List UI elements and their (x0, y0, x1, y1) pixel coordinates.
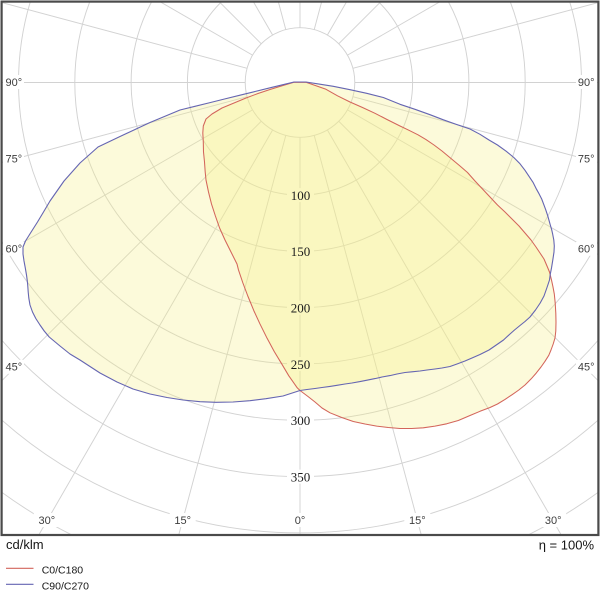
svg-text:15°: 15° (409, 515, 426, 527)
svg-text:15°: 15° (174, 515, 191, 527)
svg-text:C90/C270: C90/C270 (42, 581, 89, 593)
svg-text:60°: 60° (6, 244, 23, 256)
svg-text:90°: 90° (6, 77, 23, 89)
svg-text:0°: 0° (295, 515, 306, 527)
svg-text:30°: 30° (545, 515, 562, 527)
svg-text:75°: 75° (578, 154, 595, 166)
svg-text:75°: 75° (6, 154, 23, 166)
svg-text:60°: 60° (578, 244, 595, 256)
svg-text:300: 300 (291, 413, 311, 428)
svg-text:200: 200 (291, 301, 311, 316)
svg-text:45°: 45° (6, 362, 23, 374)
svg-text:C0/C180: C0/C180 (42, 565, 84, 577)
svg-text:90°: 90° (578, 77, 595, 89)
svg-text:cd/klm: cd/klm (6, 537, 44, 552)
svg-text:45°: 45° (578, 362, 595, 374)
svg-text:η = 100%: η = 100% (539, 538, 595, 553)
svg-text:100: 100 (291, 188, 311, 203)
svg-text:250: 250 (291, 357, 311, 372)
svg-text:150: 150 (291, 244, 311, 259)
svg-text:350: 350 (291, 469, 311, 484)
svg-text:30°: 30° (38, 515, 55, 527)
